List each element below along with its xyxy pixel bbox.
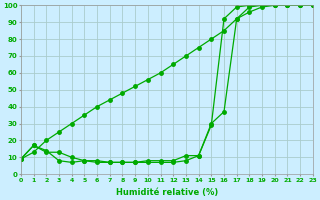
X-axis label: Humidité relative (%): Humidité relative (%) bbox=[116, 188, 218, 197]
